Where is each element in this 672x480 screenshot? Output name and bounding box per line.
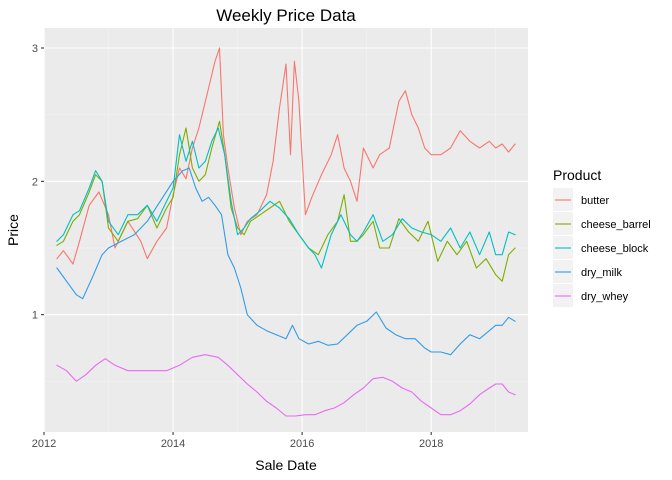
legend-label-cheese-block: cheese_block	[581, 243, 649, 255]
y-tick-label: 1	[32, 310, 38, 322]
x-tick-label: 2014	[161, 438, 185, 450]
series-line-dry-whey	[56, 354, 516, 417]
legend: Product butter cheese_barrel cheese_blockd…	[553, 167, 651, 307]
y-tick-label: 2	[32, 176, 38, 188]
legend-label-dry-milk: dry_milk	[581, 267, 622, 279]
y-axis-title: Price	[5, 214, 21, 246]
minor-gridlines	[44, 28, 528, 432]
legend-title: Product	[553, 167, 601, 183]
series-line-cheese-barrel	[56, 120, 516, 282]
x-tick-label: 2012	[32, 438, 56, 450]
y-axis: 1 2 3	[32, 43, 44, 322]
major-gridlines	[43, 28, 528, 432]
x-tick-label: 2018	[419, 438, 443, 450]
legend-label-cheese-barrel: cheese_barrel	[581, 219, 651, 231]
plot-panel	[44, 28, 528, 432]
x-axis: 2012 2014 2016 2018	[32, 432, 443, 450]
series-line-dry-milk	[56, 167, 516, 356]
series-lines	[56, 47, 516, 417]
chart-title: Weekly Price Data	[216, 6, 356, 25]
legend-label-butter: butter	[581, 195, 609, 207]
legend-label-dry-whey: dry_whey	[581, 291, 629, 303]
x-axis-title: Sale Date	[255, 457, 317, 473]
series-line-butter	[56, 47, 516, 265]
x-tick-label: 2016	[290, 438, 314, 450]
y-tick-label: 3	[32, 43, 38, 55]
series-line-cheese-block	[56, 127, 516, 269]
